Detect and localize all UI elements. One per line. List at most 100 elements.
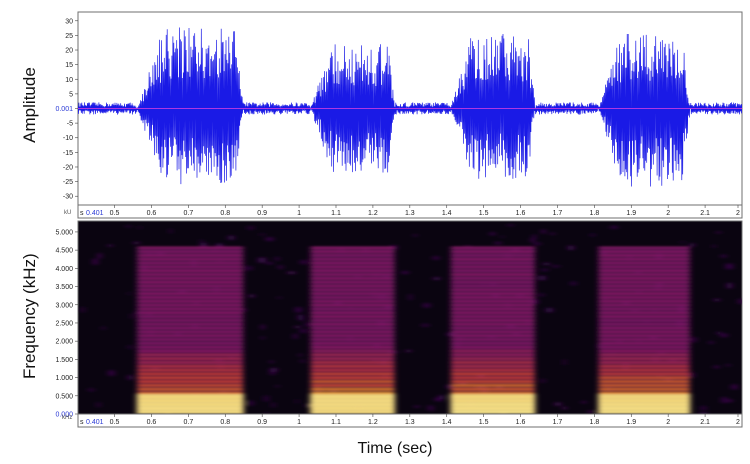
bottom-time-tick-label: 0.8 [220,419,230,426]
top-start-time: 0.401 [86,210,104,217]
harmonic-band [599,338,690,341]
spectrogram-noise [545,307,553,313]
harmonic-band [599,300,690,303]
spectrogram-noise [712,244,716,249]
harmonic-band [599,273,690,276]
harmonic-band [599,284,690,288]
top-time-tick-label: 2 [666,210,670,217]
harmonic-band [311,303,395,307]
harmonic-band [451,292,535,295]
harmonic-band [599,353,690,357]
harmonic-band [137,300,243,303]
waveform-line [78,27,742,187]
spectrogram-noise [728,399,733,403]
harmonic-band [451,296,535,299]
harmonic-band [599,365,690,368]
harmonic-band [451,323,535,326]
harmonic-band [599,296,690,299]
harmonic-band [137,273,243,276]
spectrogram-noise [293,333,298,339]
bottom-time-tick-label: 1.3 [405,419,415,426]
frequency-tick-label: 1.500 [55,357,73,364]
harmonic-band [599,307,690,311]
harmonic-band [451,254,535,257]
amplitude-tick-label: 0.001 [55,106,73,113]
harmonic-band [137,319,243,322]
harmonic-band [137,361,243,364]
harmonic-band [137,284,243,288]
spectrogram-noise [421,323,429,327]
harmonic-band [137,388,243,391]
spectrogram-noise [295,399,299,404]
spectrogram-plot [80,224,742,414]
harmonic-band [311,269,395,272]
spectrogram-noise [97,253,102,259]
top-time-tick-label: 1.3 [405,210,415,217]
spectrogram-noise [247,400,254,406]
harmonic-band [137,376,243,379]
harmonic-band [137,288,243,292]
harmonic-band [311,246,395,249]
spectrogram-noise [258,257,266,263]
spectrogram-noise [128,345,132,350]
spectrogram-noise [276,385,279,388]
harmonic-band [137,338,243,341]
top-time-tick-label: 0.7 [183,210,193,217]
harmonic-band [311,388,395,391]
frequency-tick-label: 4.000 [55,266,73,273]
harmonic-band [451,265,535,269]
harmonic-band [599,361,690,364]
bottom-time-tick-label: 1.4 [442,419,452,426]
bottom-time-tick-label: 1.8 [589,419,599,426]
harmonic-band [451,334,535,337]
bottom-start-time: 0.401 [86,419,104,426]
spectrogram-noise [533,242,541,246]
spectrogram-noise [92,258,99,265]
spectrogram-noise [130,313,134,319]
harmonic-band [311,338,395,341]
harmonic-band [599,357,690,360]
harmonic-band [599,288,690,292]
spectrogram-noise [305,403,313,408]
harmonic-band [599,391,690,395]
harmonic-band [311,265,395,269]
spectrogram-noise [538,293,545,297]
bottom-time-tick-label: 0.9 [257,419,267,426]
spectrogram-noise [301,319,304,322]
spectrogram-noise [108,370,115,376]
bottom-time-tick-label: 1.7 [553,419,563,426]
harmonic-band [311,284,395,288]
spectrogram-noise [299,328,307,334]
harmonic-band [599,342,690,345]
amplitude-tick-label: -10 [63,135,73,142]
bottom-time-tick-label: 2 [736,419,740,426]
bottom-time-ticks: 0.5 0.6 0.7 0.8 0.9 1 1.1 1.2 1.3 1.4 1.5 1.6 1.7 1.8… [110,414,740,426]
harmonic-band [137,380,243,383]
spectrogram-noise [432,256,440,260]
frequency-ticks: 5.000 4.500 4.000 3.500 3.000 2.500 2.000 1.500… [55,229,78,419]
amplitude-tick-label: 5 [69,91,73,98]
harmonic-band [311,315,395,318]
spectrogram-noise [303,322,312,327]
amplitude-tick-label: 25 [65,33,73,40]
frequency-tick-label: 5.000 [55,229,73,236]
spectrogram-noise [713,365,720,369]
harmonic-band [599,323,690,326]
harmonic-band [599,246,690,249]
harmonic-band [311,300,395,303]
spectrogram-noise [241,308,247,312]
spectrogram-noise [169,228,173,234]
harmonic-band [599,258,690,261]
harmonic-band [451,269,535,272]
spectrogram-noise [433,277,441,280]
spectrogram-noise [562,359,567,365]
bottom-time-tick-label: 0.5 [110,419,120,426]
harmonic-band [137,254,243,257]
harmonic-band [137,296,243,299]
spectrogram-noise [277,265,283,270]
harmonic-band [451,384,535,387]
harmonic-band [599,269,690,272]
spectrogram-noise [269,369,276,376]
spectrogram-noise [726,282,733,289]
